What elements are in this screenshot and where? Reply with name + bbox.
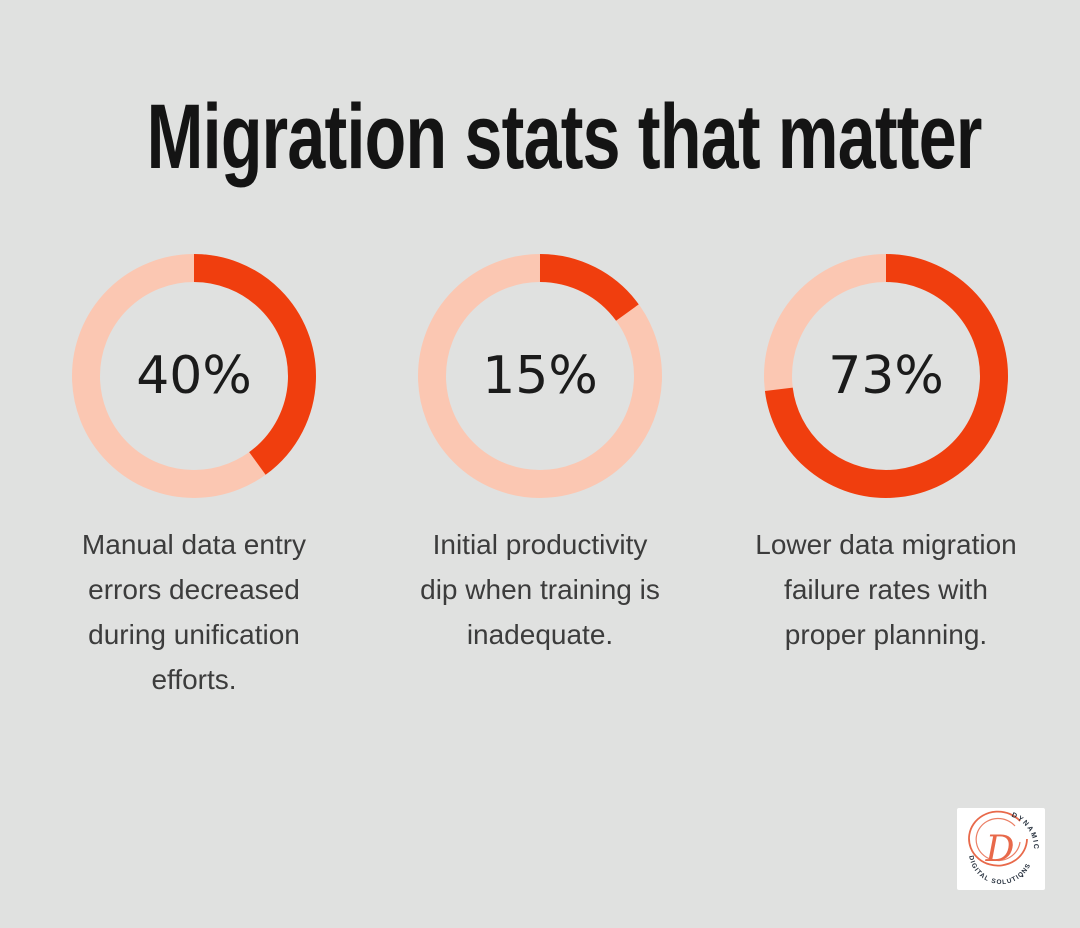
donut-chart-3: 73% (764, 254, 1008, 498)
donut-percent-label: 40% (136, 346, 252, 406)
caption-line: inadequate. (466, 619, 614, 650)
stat-caption-1: Manual data entry errors decreased durin… (82, 522, 306, 702)
caption-line: Initial productivity (432, 529, 648, 560)
donut-value-arc (418, 254, 662, 498)
donut-svg-2 (418, 254, 662, 498)
stat-caption-3: Lower data migration failure rates with … (755, 522, 1016, 657)
brand-logo: D DYNAMIC • DIGITAL SOLUTIONS (957, 808, 1045, 890)
donut-percent-label: 15% (482, 346, 598, 406)
donut-percent-label: 73% (828, 346, 944, 406)
stat-column-2: 15% Initial productivity dip when traini… (375, 254, 705, 702)
caption-line: errors decreased (88, 574, 300, 605)
caption-line: proper planning. (784, 619, 988, 650)
page-title: Migration stats that matter (0, 91, 1080, 183)
caption-line: efforts. (151, 664, 237, 695)
donut-value-arc (764, 254, 1008, 498)
page-title-text: Migration stats that matter (146, 86, 983, 188)
donut-svg-3 (764, 254, 1008, 498)
stat-column-3: 73% Lower data migration failure rates w… (721, 254, 1051, 702)
caption-line: dip when training is (420, 574, 660, 605)
logo-arc-text-top: DYNAMIC (1010, 812, 1039, 851)
caption-line: Lower data migration (755, 529, 1017, 560)
stats-row: 40% Manual data entry errors decreased d… (0, 254, 1080, 702)
logo-swirl-inner-icon (975, 817, 1021, 862)
caption-line: Manual data entry (81, 529, 307, 560)
logo-monogram: D (985, 829, 1015, 870)
brand-logo-graphic: D DYNAMIC • DIGITAL SOLUTIONS (967, 810, 1039, 886)
donut-chart-2: 15% (418, 254, 662, 498)
donut-chart-1: 40% (72, 254, 316, 498)
stat-column-1: 40% Manual data entry errors decreased d… (29, 254, 359, 702)
logo-separator: • (1018, 872, 1025, 879)
caption-line: failure rates with (784, 574, 988, 605)
donut-svg-1 (72, 254, 316, 498)
logo-swirl-icon (968, 810, 1028, 867)
donut-value-arc (72, 254, 316, 498)
caption-line: during unification (88, 619, 300, 650)
stat-caption-2: Initial productivity dip when training i… (420, 522, 660, 657)
